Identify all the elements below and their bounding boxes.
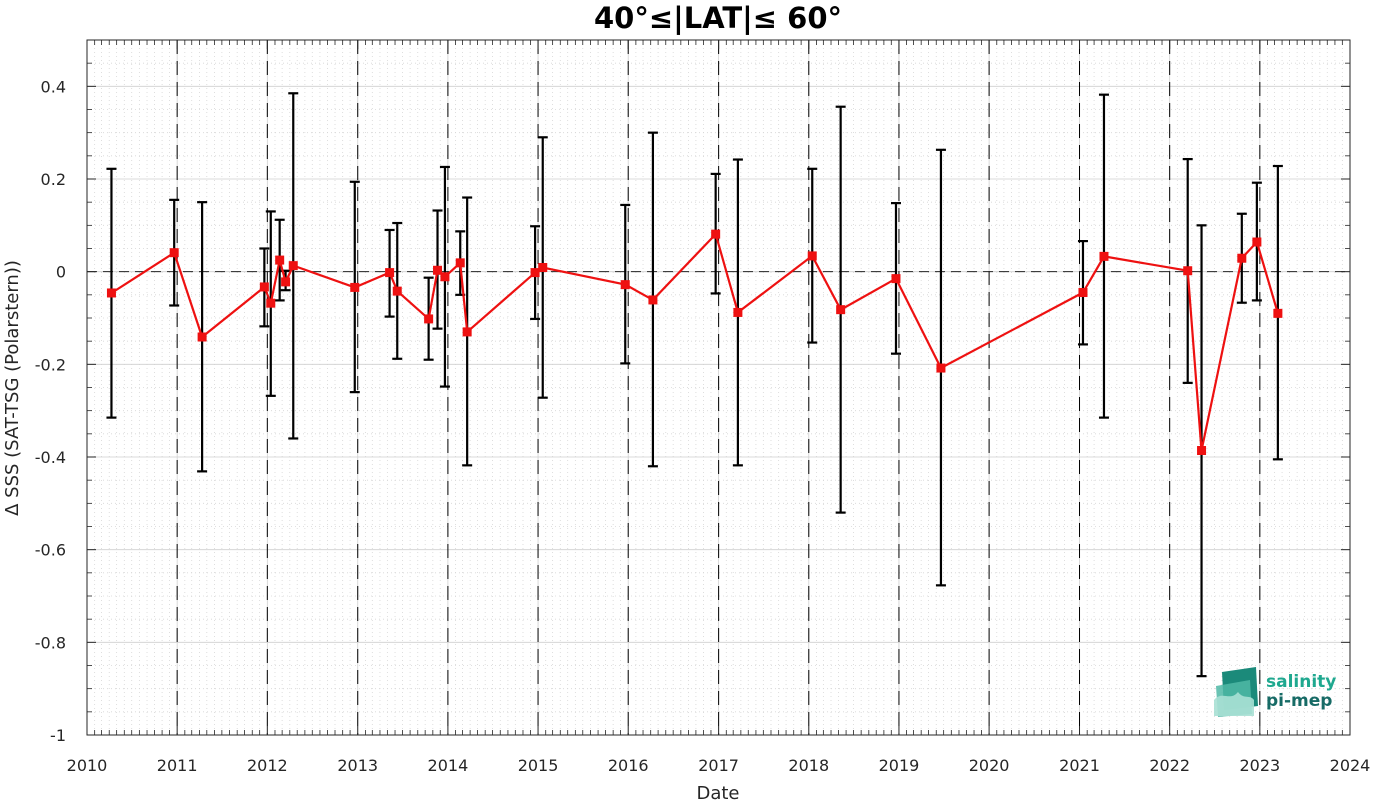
logo-text-salinity: salinity xyxy=(1266,672,1336,692)
x-tick-label: 2011 xyxy=(157,756,198,775)
x-tick-label: 2021 xyxy=(1059,756,1100,775)
data-point-marker xyxy=(711,229,721,239)
x-tick-label: 2010 xyxy=(67,756,108,775)
x-tick-label: 2014 xyxy=(428,756,469,775)
data-point-marker xyxy=(281,277,291,287)
data-point-marker xyxy=(936,363,946,373)
y-axis-label: Δ SSS (SAT-TSG (Polarstern)) xyxy=(2,260,23,516)
data-point-marker xyxy=(350,282,360,292)
x-tick-label: 2019 xyxy=(879,756,920,775)
data-point-marker xyxy=(106,288,116,298)
data-point-marker xyxy=(455,258,465,268)
x-tick-label: 2018 xyxy=(788,756,829,775)
data-point-marker xyxy=(836,305,846,315)
minor-grid xyxy=(87,39,1350,735)
data-point-marker xyxy=(424,314,434,324)
data-point-marker xyxy=(197,332,207,342)
y-tick-labels: -1 -0.8 -0.6 -0.4 -0.2 0 0.2 0.4 xyxy=(35,77,66,745)
x-tick-label: 2022 xyxy=(1149,756,1190,775)
wave-logo-icon xyxy=(1214,667,1258,717)
data-point-marker xyxy=(440,272,450,282)
data-point-marker xyxy=(1078,288,1088,298)
data-point-marker xyxy=(733,307,743,317)
data-point-marker xyxy=(1237,253,1247,263)
x-tick-label: 2023 xyxy=(1239,756,1280,775)
y-tick-label: -1 xyxy=(50,726,66,745)
data-point-marker xyxy=(1099,251,1109,261)
y-tick-label: -0.2 xyxy=(35,355,66,374)
data-point-marker xyxy=(462,327,472,337)
data-point-marker xyxy=(266,298,276,308)
data-point-marker xyxy=(891,274,901,284)
data-point-marker xyxy=(433,265,443,275)
y-tick-label: -0.8 xyxy=(35,633,66,652)
data-point-marker xyxy=(259,282,269,292)
data-point-marker xyxy=(807,251,817,261)
data-point-marker xyxy=(538,262,548,272)
data-point-marker xyxy=(1183,266,1193,276)
data-point-marker xyxy=(169,248,179,258)
x-tick-label: 2020 xyxy=(969,756,1010,775)
data-point-marker xyxy=(288,261,298,271)
series-markers xyxy=(106,229,1283,456)
x-tick-label: 2012 xyxy=(247,756,288,775)
data-point-marker xyxy=(1197,446,1207,456)
chart-title: 40°≤|LAT|≤ 60° xyxy=(594,1,842,35)
y-tick-label: -0.4 xyxy=(35,448,66,467)
data-point-marker xyxy=(1273,308,1283,318)
x-tick-label: 2015 xyxy=(518,756,559,775)
x-tick-label: 2013 xyxy=(337,756,378,775)
x-tick-label: 2024 xyxy=(1330,756,1371,775)
data-point-marker xyxy=(620,280,630,290)
data-point-marker xyxy=(1252,237,1262,247)
y-tick-label: 0.4 xyxy=(41,77,66,96)
y-tick-label: 0.2 xyxy=(41,170,66,189)
data-point-marker xyxy=(648,295,658,305)
x-tick-label: 2016 xyxy=(608,756,649,775)
data-point-marker xyxy=(385,268,395,278)
data-point-marker xyxy=(392,286,402,296)
y-tick-label: 0 xyxy=(56,263,66,282)
x-tick-labels: 2010 2011 2012 2013 2014 2015 2016 2017 2018 2019… xyxy=(67,756,1371,775)
salinity-pi-mep-logo: salinity pi-mep xyxy=(1214,667,1336,717)
logo-text-pi-mep: pi-mep xyxy=(1266,691,1332,711)
y-tick-label: -0.6 xyxy=(35,541,66,560)
x-tick-label: 2017 xyxy=(698,756,739,775)
x-axis-label: Date xyxy=(696,783,739,801)
year-dashed-lines xyxy=(176,40,1261,735)
data-point-marker xyxy=(275,255,285,265)
data-point-marker xyxy=(530,268,540,278)
axis-ticks xyxy=(86,39,1351,736)
